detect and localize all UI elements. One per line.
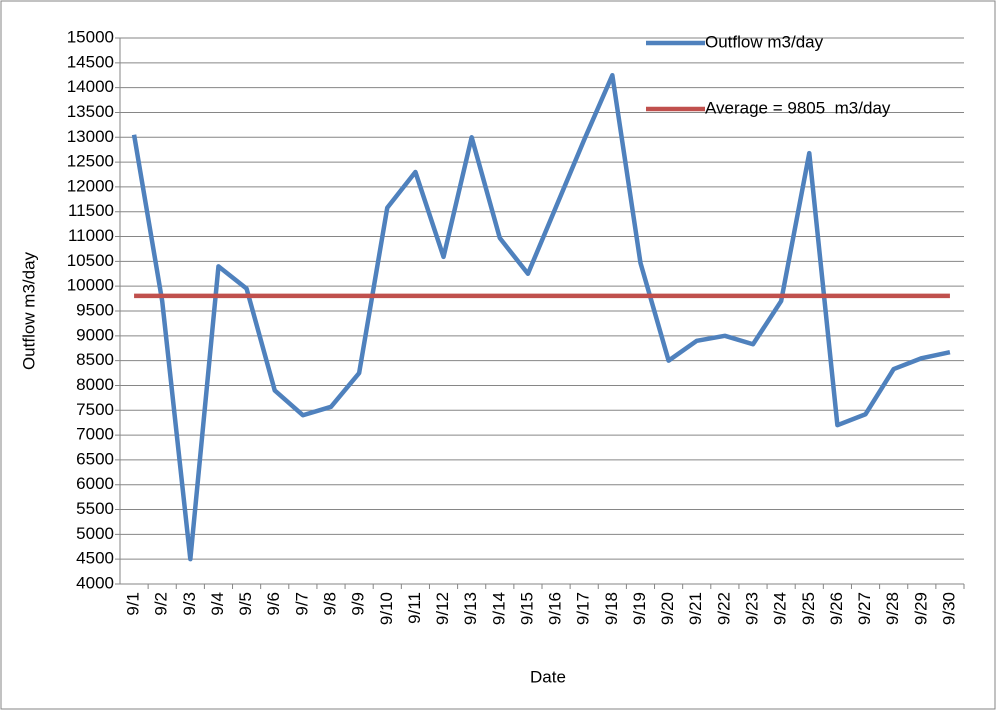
y-tick-label: 5000 [76,524,114,543]
y-tick-label: 7000 [76,425,114,444]
data-line [131,72,951,562]
y-tick-label: 4000 [76,573,114,592]
x-tick-label: 9/1 [124,592,143,616]
y-tick-label: 8500 [76,350,114,369]
y-tick-label: 14500 [67,52,114,71]
x-tick-label: 9/25 [799,592,818,625]
x-tick-label: 9/17 [574,592,593,625]
y-tick-label: 6000 [76,474,114,493]
x-tick-label: 9/10 [377,592,396,625]
x-tick-label: 9/16 [546,592,565,625]
y-tick-label: 4500 [76,549,114,568]
y-tick-label: 9000 [76,325,114,344]
x-tick-label: 9/18 [602,592,621,625]
x-tick-label: 9/28 [883,592,902,625]
x-tick-label: 9/29 [911,592,930,625]
x-tick-label: 9/4 [208,592,227,616]
y-tick-label: 9500 [76,300,114,319]
y-tick-label: 15000 [67,27,114,46]
x-tick-label: 9/15 [517,592,536,625]
x-tick-label: 9/21 [686,592,705,625]
y-tick-label: 10500 [67,251,114,270]
x-tick-label: 9/8 [320,592,339,616]
x-tick-label: 9/3 [180,592,199,616]
y-tick-label: 10000 [67,276,114,295]
x-axis-label: Date [530,667,566,686]
y-tick-label: 11000 [68,226,114,245]
x-tick-label: 9/24 [771,592,790,625]
y-tick-label: 11500 [68,201,114,220]
y-tick-label: 13500 [67,102,114,121]
y-tick-label: 14000 [67,77,114,96]
x-tick-label: 9/19 [630,592,649,625]
x-tick-label: 9/27 [855,592,874,625]
y-tick-label: 5500 [76,499,114,518]
y-tick-label: 6500 [76,449,114,468]
x-tick-label: 9/23 [742,592,761,625]
x-tick-label: 9/30 [939,592,958,625]
x-tick-label: 9/5 [236,592,255,616]
y-axis-label: Outflow m3/day [19,251,38,370]
x-tick-label: 9/22 [714,592,733,625]
x-tick-label: 9/13 [461,592,480,625]
x-tick-label: 9/26 [827,592,846,625]
x-tick-label: 9/9 [349,592,368,616]
x-tick-label: 9/14 [489,592,508,625]
y-tick-label: 13000 [67,127,114,146]
x-tick-label: 9/20 [658,592,677,625]
y-tick-label: 7500 [76,400,114,419]
y-tick-label: 8000 [76,375,114,394]
x-tick-label: 9/11 [405,592,424,624]
x-tick-label: 9/6 [264,592,283,616]
legend-label: Outflow m3/day [705,32,824,51]
y-tick-label: 12000 [67,176,114,195]
x-tick-label: 9/7 [292,592,311,616]
y-tick-label: 12500 [67,152,114,171]
legend-label: Average = 9805 m3/day [705,98,891,117]
x-tick-label: 9/2 [152,592,171,616]
x-tick-label: 9/12 [433,592,452,625]
